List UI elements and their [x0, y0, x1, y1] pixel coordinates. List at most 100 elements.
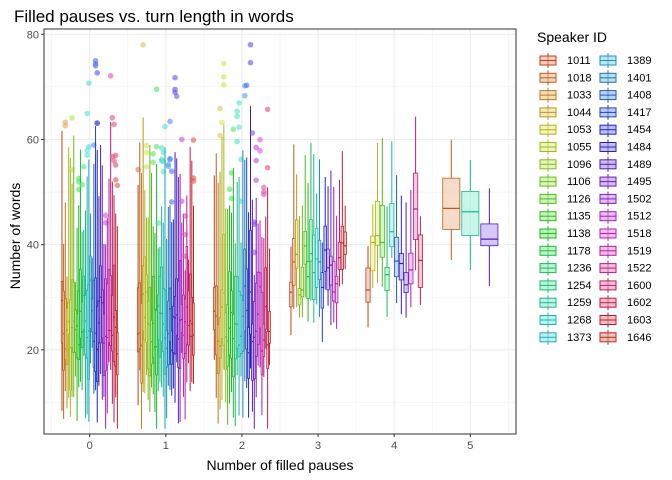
- box: [264, 267, 267, 330]
- outlier-point: [162, 123, 168, 130]
- outlier-point: [178, 198, 185, 205]
- box: [213, 287, 216, 331]
- box: [220, 289, 224, 340]
- legend-label: 1454: [627, 124, 651, 136]
- legend-item: 1519: [599, 243, 651, 259]
- legend-label: 1495: [627, 176, 651, 188]
- legend-item: 1522: [599, 260, 651, 276]
- legend-item: 1603: [599, 312, 651, 328]
- box: [343, 231, 347, 255]
- box: [442, 177, 461, 230]
- box: [155, 309, 158, 376]
- legend-item: 1018: [539, 70, 591, 86]
- box: [323, 225, 327, 272]
- legend-item: 1254: [539, 277, 591, 293]
- outlier-point: [190, 137, 197, 143]
- legend-label: 1373: [567, 332, 591, 344]
- box: [374, 200, 381, 246]
- outlier-point: [153, 143, 160, 150]
- box: [332, 260, 336, 302]
- legend-item: 1011: [539, 53, 591, 68]
- legend-item: 1518: [599, 226, 651, 241]
- outlier-point: [112, 162, 119, 168]
- y-axis-title: Number of words: [7, 183, 23, 290]
- box: [334, 275, 339, 304]
- outlier-point: [247, 41, 254, 48]
- x-axis: 0 1 2 3 4 5: [87, 434, 473, 452]
- box: [254, 282, 258, 357]
- legend-label: 1603: [627, 315, 651, 327]
- outlier-point: [153, 86, 160, 93]
- legend-item: 1495: [599, 174, 651, 190]
- legend-item: 1053: [539, 122, 591, 138]
- box: [370, 235, 376, 272]
- box: [268, 310, 271, 344]
- legend-item: 1044: [539, 104, 591, 120]
- outlier-point: [84, 152, 90, 158]
- box: [226, 304, 229, 367]
- legend-item: 1602: [599, 295, 651, 311]
- box: [222, 234, 226, 346]
- legend-item: 1373: [539, 329, 591, 345]
- box: [89, 255, 92, 329]
- outlier-point: [86, 144, 92, 150]
- legend-label: 1484: [627, 142, 651, 154]
- outlier-point: [243, 82, 250, 89]
- box: [384, 267, 390, 291]
- outlier-point: [251, 221, 258, 228]
- box: [461, 190, 480, 236]
- outlier-point: [261, 188, 267, 195]
- box: [232, 314, 235, 378]
- box: [309, 219, 313, 262]
- box: [314, 227, 319, 288]
- outlier-point: [228, 195, 235, 202]
- outlier-point: [143, 164, 150, 170]
- outlier-point: [236, 124, 242, 130]
- outlier-point: [84, 110, 90, 117]
- outlier-point: [168, 199, 175, 205]
- box: [239, 294, 243, 354]
- legend-item: 1126: [539, 191, 591, 207]
- box: [365, 267, 371, 303]
- outlier-point: [253, 144, 260, 151]
- outlier-point: [221, 60, 227, 67]
- legend-item: 1401: [599, 70, 651, 86]
- legend-label: 1489: [627, 159, 651, 171]
- legend-item: 1512: [599, 208, 651, 224]
- legend-label: 1254: [567, 280, 591, 292]
- legend-label: 1602: [627, 297, 651, 309]
- box: [312, 234, 316, 301]
- x-axis-title: Number of filled pauses: [206, 457, 353, 473]
- box: [218, 317, 222, 359]
- outlier-point: [112, 176, 119, 183]
- box: [337, 241, 342, 270]
- outlier-point: [249, 130, 256, 136]
- outlier-point: [251, 249, 258, 256]
- legend-item: 1033: [539, 87, 591, 103]
- outlier-point: [143, 149, 150, 156]
- box: [258, 272, 262, 329]
- legend-item: 1484: [599, 139, 651, 155]
- legend-label: 1135: [567, 211, 591, 223]
- chart-title: Filled pauses vs. turn length in words: [14, 7, 294, 26]
- box: [243, 248, 247, 332]
- legend-label: 1018: [567, 72, 591, 84]
- legend-label: 1236: [567, 263, 591, 275]
- legend-item: 1502: [599, 191, 651, 207]
- outlier-point: [253, 177, 260, 183]
- outlier-point: [226, 186, 233, 193]
- box: [480, 223, 499, 247]
- legend-item: 1055: [539, 139, 591, 155]
- legend-item: 1236: [539, 260, 591, 276]
- legend-label: 1408: [627, 90, 651, 102]
- box: [297, 288, 302, 306]
- outlier-point: [234, 113, 240, 120]
- outlier-point: [150, 151, 157, 157]
- outlier-point: [172, 74, 178, 81]
- legend-label: 1259: [567, 297, 591, 309]
- box: [228, 271, 231, 356]
- outlier-point: [140, 41, 146, 48]
- outlier-point: [167, 155, 173, 162]
- box: [329, 255, 333, 286]
